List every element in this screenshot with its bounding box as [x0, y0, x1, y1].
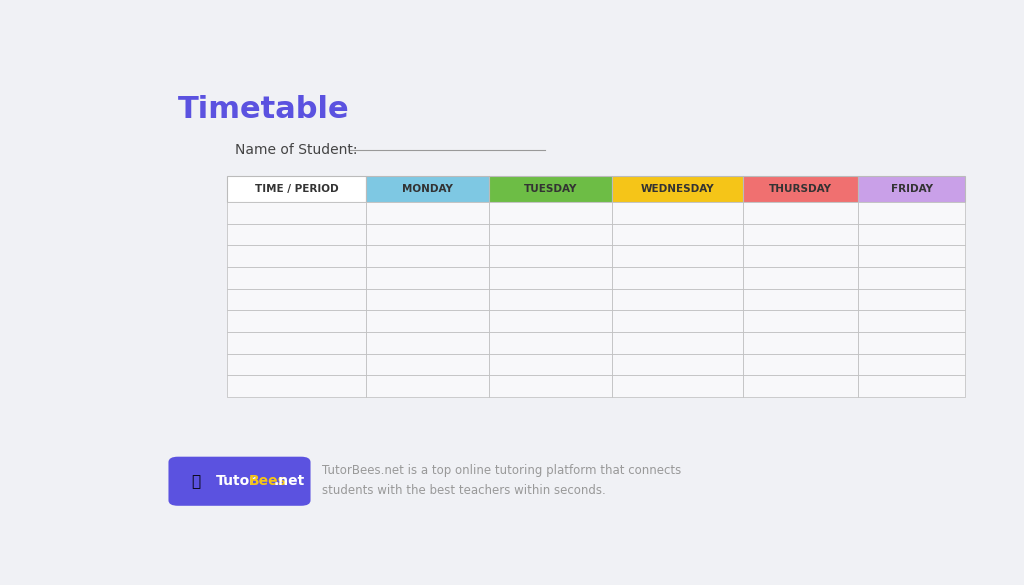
Bar [227, 202, 367, 224]
Bar [367, 224, 489, 246]
Bar [612, 202, 743, 224]
Bar [489, 332, 612, 353]
Bar [743, 332, 858, 353]
Bar [227, 288, 367, 310]
Bar [743, 202, 858, 224]
Bar [227, 353, 367, 375]
Text: TIME / PERIOD: TIME / PERIOD [255, 184, 339, 194]
Bar [612, 375, 743, 397]
Text: Bees: Bees [249, 474, 287, 488]
Bar [858, 353, 966, 375]
Bar [489, 375, 612, 397]
Text: Name of Student:: Name of Student: [236, 143, 357, 157]
Bar [612, 332, 743, 353]
Bar [489, 176, 612, 202]
Bar [858, 176, 966, 202]
Bar [227, 375, 367, 397]
Bar [227, 246, 367, 267]
Bar [367, 288, 489, 310]
Bar [858, 332, 966, 353]
Bar [743, 246, 858, 267]
Bar [367, 310, 489, 332]
Bar [612, 353, 743, 375]
Bar [612, 288, 743, 310]
Bar [367, 375, 489, 397]
Bar [489, 288, 612, 310]
Bar [743, 267, 858, 288]
Bar [612, 267, 743, 288]
Bar [489, 353, 612, 375]
Bar [367, 353, 489, 375]
Bar [743, 176, 858, 202]
Text: TUESDAY: TUESDAY [524, 184, 578, 194]
Bar [367, 202, 489, 224]
Bar [612, 246, 743, 267]
Bar [489, 224, 612, 246]
Bar [367, 246, 489, 267]
Bar [489, 267, 612, 288]
Bar [367, 176, 489, 202]
Bar [612, 310, 743, 332]
Bar [743, 310, 858, 332]
Text: WEDNESDAY: WEDNESDAY [641, 184, 715, 194]
Bar [227, 176, 367, 202]
Bar [858, 246, 966, 267]
Bar [227, 267, 367, 288]
Bar [743, 288, 858, 310]
Bar [858, 202, 966, 224]
Bar [612, 176, 743, 202]
Bar [743, 375, 858, 397]
Bar [858, 224, 966, 246]
Bar [367, 332, 489, 353]
Bar [858, 267, 966, 288]
Bar [367, 267, 489, 288]
Text: Timetable: Timetable [178, 95, 349, 124]
Bar [489, 246, 612, 267]
Bar [227, 332, 367, 353]
Bar [743, 353, 858, 375]
Bar [858, 288, 966, 310]
Text: Tutor: Tutor [216, 474, 257, 488]
Bar [612, 224, 743, 246]
Bar [489, 310, 612, 332]
Bar [489, 202, 612, 224]
Text: TutorBees.net is a top online tutoring platform that connects
students with the : TutorBees.net is a top online tutoring p… [323, 464, 682, 497]
Bar [858, 375, 966, 397]
Bar [743, 224, 858, 246]
Text: MONDAY: MONDAY [402, 184, 453, 194]
Text: FRIDAY: FRIDAY [891, 184, 933, 194]
Text: .net: .net [273, 474, 304, 488]
FancyBboxPatch shape [169, 457, 310, 506]
Text: THURSDAY: THURSDAY [769, 184, 833, 194]
Bar [858, 310, 966, 332]
Text: 🐝: 🐝 [190, 474, 200, 488]
Bar [227, 224, 367, 246]
Bar [227, 310, 367, 332]
